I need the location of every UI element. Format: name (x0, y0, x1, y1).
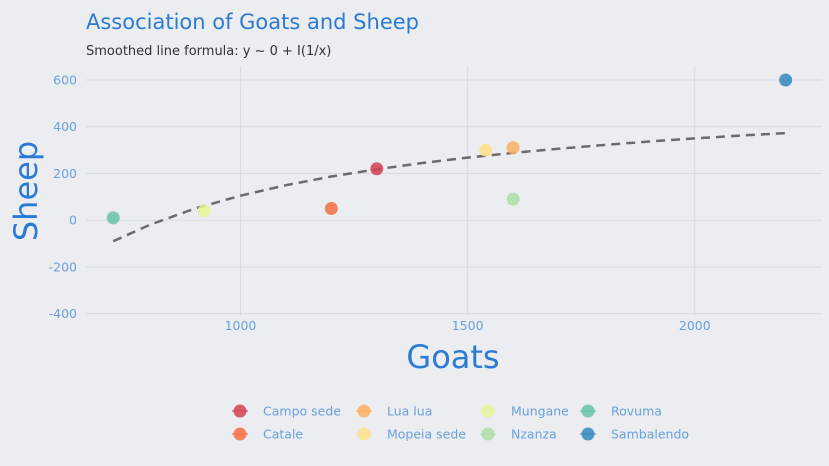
x-tick-label: 1000 (225, 318, 257, 333)
legend-label: Catale (263, 427, 303, 442)
data-point (324, 202, 338, 216)
legend: Campo sede Catale Lua lua Mopeia sede Mungan… (232, 404, 689, 442)
legend-label: Campo sede (263, 404, 341, 419)
chart-title: Association of Goats and Sheep (86, 10, 419, 34)
legend-label: Lua lua (387, 404, 432, 419)
points-layer (106, 73, 793, 225)
y-axis-title: Sheep (7, 141, 45, 241)
data-point (779, 73, 793, 87)
smooth-line-layer (112, 131, 786, 243)
y-tick-label: -200 (49, 259, 77, 274)
data-point (479, 143, 493, 157)
legend-label: Nzanza (511, 427, 557, 442)
legend-label: Sambalendo (611, 427, 689, 442)
legend-key (581, 404, 595, 418)
data-point (370, 162, 384, 176)
grid (86, 66, 822, 316)
x-axis-title: Goats (406, 338, 499, 376)
chart-subtitle: Smoothed line formula: y ~ 0 + I(1/x) (86, 44, 331, 59)
smooth-line (112, 131, 786, 243)
legend-key (233, 427, 247, 441)
legend-key (581, 427, 595, 441)
legend-key (357, 404, 371, 418)
legend-label: Mungane (511, 404, 569, 419)
tick-labels: -400 -200 0 200 400 600 1000 1500 2000 (49, 73, 711, 333)
legend-key (233, 404, 247, 418)
x-tick-label: 2000 (679, 318, 711, 333)
legend-key (481, 427, 495, 441)
y-tick-label: -400 (49, 306, 77, 321)
data-point (506, 141, 520, 155)
data-point (197, 204, 211, 218)
y-tick-label: 600 (53, 73, 77, 88)
y-tick-label: 0 (69, 213, 77, 228)
legend-label: Rovuma (611, 404, 662, 419)
data-point (506, 192, 520, 206)
y-tick-label: 200 (53, 166, 77, 181)
y-tick-label: 400 (53, 119, 77, 134)
legend-label: Mopeia sede (387, 427, 466, 442)
data-point (106, 211, 120, 225)
legend-key (357, 427, 371, 441)
legend-key (481, 404, 495, 418)
x-tick-label: 1500 (452, 318, 484, 333)
